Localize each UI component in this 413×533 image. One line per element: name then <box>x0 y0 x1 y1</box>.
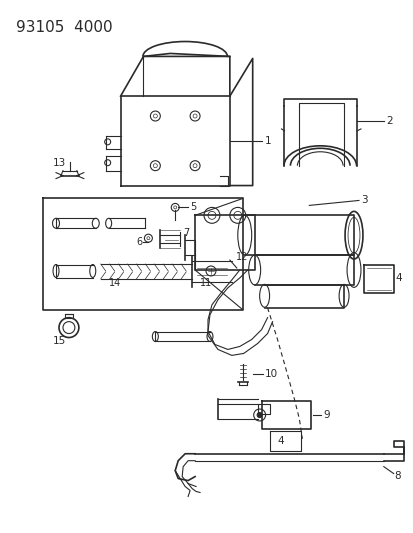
Text: 9: 9 <box>323 410 329 420</box>
Text: 5: 5 <box>190 203 196 212</box>
Text: 3: 3 <box>360 196 367 205</box>
Text: 10: 10 <box>264 369 277 379</box>
Circle shape <box>256 413 261 417</box>
Text: 1: 1 <box>264 136 271 146</box>
Text: 2: 2 <box>385 116 392 126</box>
Text: 4: 4 <box>277 436 283 446</box>
Text: 8: 8 <box>394 471 400 481</box>
Text: 4: 4 <box>395 273 401 283</box>
Text: 13: 13 <box>53 158 66 168</box>
Text: 93105  4000: 93105 4000 <box>16 20 113 35</box>
Text: 12: 12 <box>235 252 247 262</box>
Text: 15: 15 <box>53 336 66 346</box>
Text: 11: 11 <box>199 278 212 288</box>
Text: 14: 14 <box>108 278 121 288</box>
Text: 7: 7 <box>183 228 189 238</box>
Text: 6: 6 <box>136 237 142 247</box>
